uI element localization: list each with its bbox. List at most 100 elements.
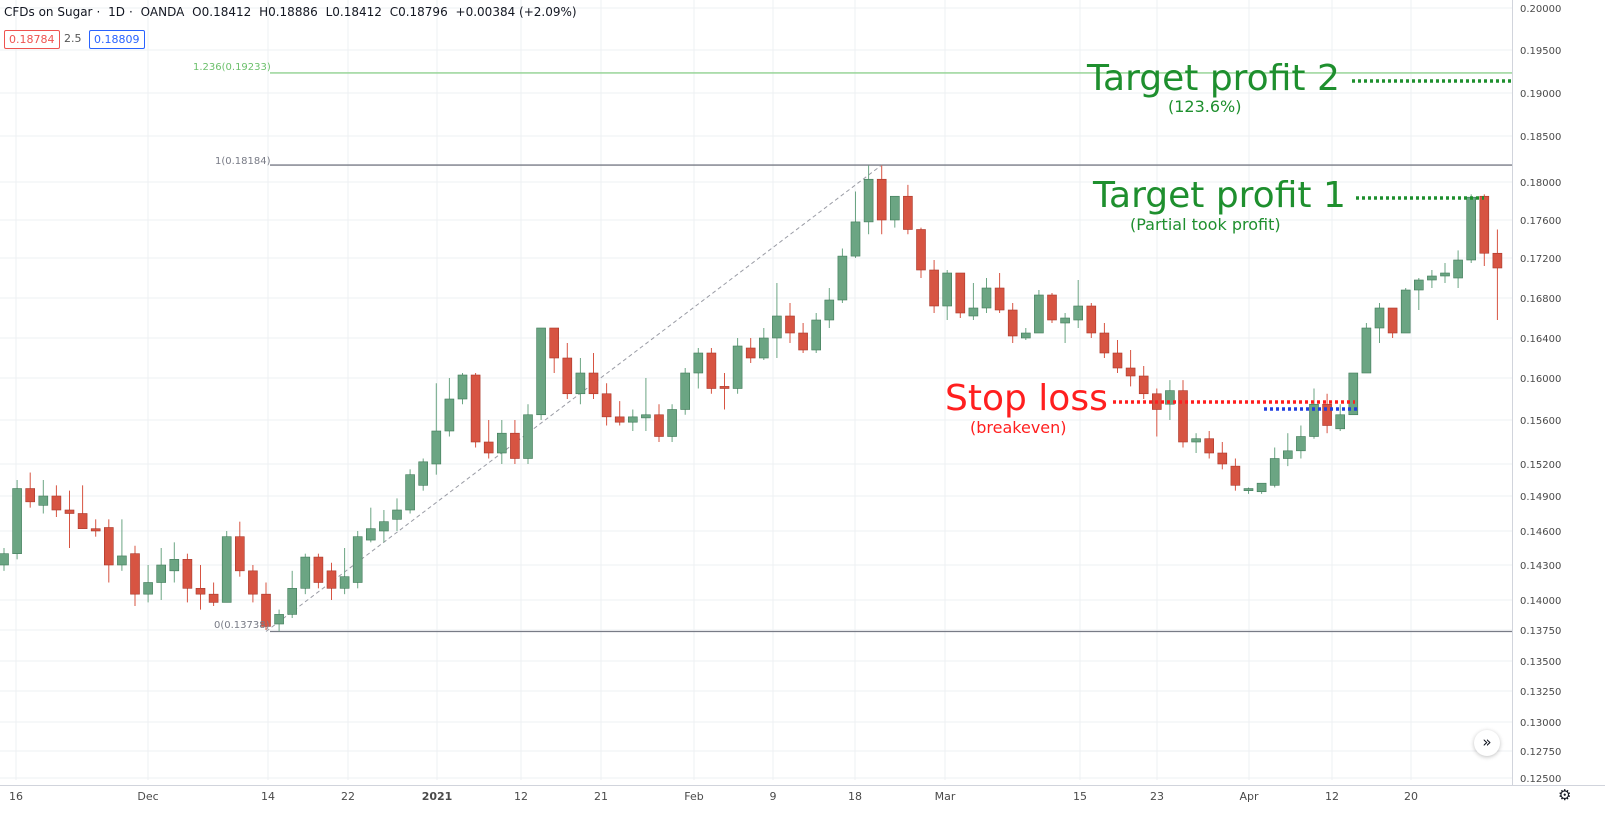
y-tick-label: 0.18500 <box>1520 132 1561 143</box>
y-tick-label: 0.13500 <box>1520 657 1561 668</box>
candle-down <box>798 332 808 351</box>
y-tick-label: 0.18000 <box>1520 178 1561 189</box>
settings-gear-icon[interactable]: ⚙ <box>1558 786 1572 804</box>
candle-down <box>261 593 271 627</box>
candle-up <box>457 374 468 400</box>
candle-down <box>195 588 206 595</box>
candle-down <box>1099 332 1110 354</box>
y-tick-label: 0.17200 <box>1520 254 1561 265</box>
low-value: L0.18412 <box>325 5 382 19</box>
buy-price-button[interactable]: 0.18809 <box>89 30 145 49</box>
candle-up <box>12 488 22 554</box>
interval[interactable]: 1D <box>108 5 126 19</box>
candle-down <box>470 374 481 443</box>
candle-up <box>1191 438 1201 443</box>
candle-up <box>156 564 166 583</box>
candle-up <box>274 614 284 625</box>
x-tick-label: 21 <box>594 790 608 803</box>
candle-down <box>562 357 573 395</box>
y-tick-label: 0.19000 <box>1520 89 1561 100</box>
candle-down <box>745 347 756 359</box>
candle-up <box>1296 436 1306 452</box>
candle-up <box>1440 272 1450 277</box>
y-tick-label: 0.12500 <box>1520 774 1561 785</box>
open-value: O0.18412 <box>192 5 252 19</box>
candle-up <box>444 398 455 432</box>
candle-down <box>1125 367 1136 377</box>
candle-up <box>680 372 691 410</box>
candle-down <box>182 559 193 589</box>
candle-down <box>1086 305 1097 334</box>
y-tick-label: 0.16000 <box>1520 374 1561 385</box>
candle-up <box>352 536 363 583</box>
candle-down <box>654 414 664 437</box>
candle-up <box>38 495 49 506</box>
y-tick-label: 0.15600 <box>1520 416 1561 427</box>
x-tick-label: 15 <box>1073 790 1087 803</box>
candle-up <box>1400 289 1411 334</box>
candle-up <box>850 221 861 257</box>
candle-down <box>1387 307 1398 334</box>
target-profit-1-label: Target profit 1 <box>1093 175 1346 216</box>
candle-up <box>1073 305 1083 321</box>
x-tick-label: 16 <box>9 790 23 803</box>
candle-up <box>1414 279 1424 291</box>
candle-down <box>1138 375 1149 395</box>
y-tick-label: 0.15200 <box>1520 460 1561 471</box>
candle-down <box>916 229 926 271</box>
candle-down <box>1322 403 1332 426</box>
fib-label-0: 0(0.13738) <box>214 620 270 631</box>
y-tick-label: 0.16400 <box>1520 334 1561 345</box>
x-tick-label: 20 <box>1404 790 1418 803</box>
candle-up <box>693 352 704 374</box>
candle-down <box>1230 465 1241 486</box>
x-tick-label: 18 <box>848 790 862 803</box>
candle-up <box>1283 450 1293 459</box>
x-tick-label: 12 <box>1325 790 1339 803</box>
y-tick-label: 0.12750 <box>1520 747 1561 758</box>
y-tick-label: 0.14300 <box>1520 561 1561 572</box>
candle-up <box>863 178 874 223</box>
candle-up <box>496 432 507 454</box>
candle-down <box>719 386 730 389</box>
candle-up <box>758 337 769 359</box>
time-axis: 16 Dec 14 22 2021 12 21 Feb 9 18 Mar 15 23 Apr 12 20 <box>0 785 1605 803</box>
candle-down <box>1178 390 1188 443</box>
x-tick-label: Feb <box>684 790 703 803</box>
y-tick-label: 0.13000 <box>1520 718 1561 729</box>
candle-down <box>130 553 140 595</box>
candle-down <box>104 527 114 566</box>
x-tick-label: 14 <box>261 790 275 803</box>
candle-up <box>1466 196 1476 261</box>
candle-down <box>994 287 1005 311</box>
candle-up <box>889 195 900 221</box>
stop-loss-label: Stop loss <box>945 378 1108 419</box>
candle-down <box>706 352 717 389</box>
candle-down <box>248 570 258 595</box>
candle-down <box>51 495 62 511</box>
candle-down <box>929 269 939 307</box>
sell-price-button[interactable]: 0.18784 <box>4 30 60 49</box>
candle-up <box>837 255 848 301</box>
y-tick-label: 0.16800 <box>1520 294 1561 305</box>
candle-down <box>785 315 795 334</box>
fib-label-1: 1(0.18184) <box>215 156 271 167</box>
candle-up <box>1269 458 1280 486</box>
candle-down <box>1492 252 1503 269</box>
candle-up <box>641 414 651 419</box>
candlestick-series <box>0 165 1503 632</box>
y-tick-label: 0.20000 <box>1520 4 1561 15</box>
candle-down <box>876 178 887 221</box>
scroll-to-realtime-button[interactable]: » <box>1474 730 1500 756</box>
candle-up <box>418 461 429 486</box>
x-tick-label: 23 <box>1150 790 1164 803</box>
candle-up <box>536 327 546 416</box>
candle-up <box>1309 403 1319 437</box>
target-profit-2-label: Target profit 2 <box>1087 58 1340 99</box>
fib-trend-line <box>265 164 883 632</box>
candle-up <box>981 287 992 309</box>
price-axis: 0.20000 0.19500 0.19000 0.18500 0.18000 0.176… <box>1512 0 1561 785</box>
symbol-name[interactable]: CFDs on Sugar <box>4 5 93 19</box>
y-tick-label: 0.14900 <box>1520 492 1561 503</box>
